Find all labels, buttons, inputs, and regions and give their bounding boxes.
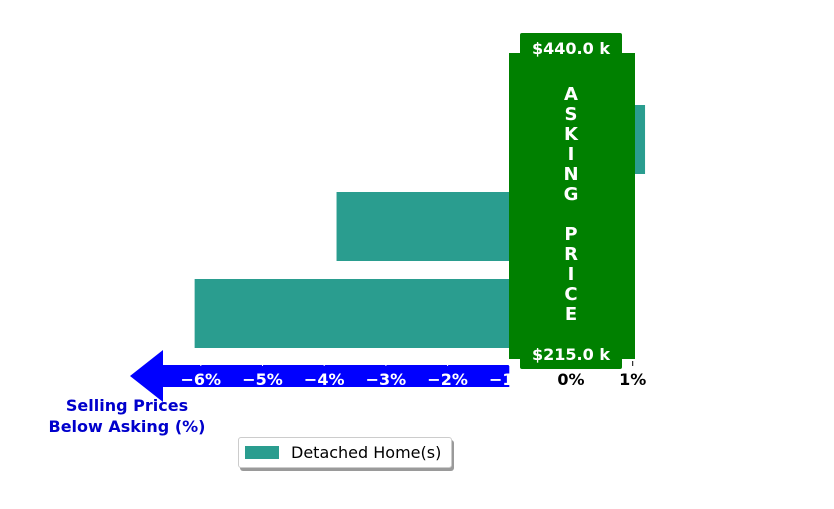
x-ticks-layer: −6% −5% −4% −3% −2% −1% 0% 1% xyxy=(181,361,646,389)
x-tick-label-2: −4% xyxy=(304,370,345,389)
bar-2 xyxy=(194,279,571,348)
x-tick-label-0: −6% xyxy=(181,370,222,389)
x-tick-label-5: −1% xyxy=(489,370,530,389)
bottom-value-box xyxy=(520,339,622,369)
legend-label: Detached Home(s) xyxy=(291,443,442,462)
x-tick-label-6: 0% xyxy=(557,370,584,389)
legend-swatch xyxy=(245,446,279,459)
x-tick-label-7: 1% xyxy=(619,370,646,389)
x-axis-label: Selling Prices Below Asking (%) xyxy=(49,396,206,436)
asking-price-band xyxy=(509,53,635,359)
x-tick-label-1: −5% xyxy=(242,370,283,389)
x-tick-label-4: −2% xyxy=(427,370,468,389)
legend: Detached Home(s) xyxy=(238,437,452,468)
bottom-asking-value: $215.0 k xyxy=(532,345,610,364)
x-tick-label-3: −3% xyxy=(366,370,407,389)
top-asking-value: $440.0 k xyxy=(532,39,610,58)
below-asking-arrow xyxy=(130,350,510,402)
top-value-box xyxy=(520,33,622,63)
